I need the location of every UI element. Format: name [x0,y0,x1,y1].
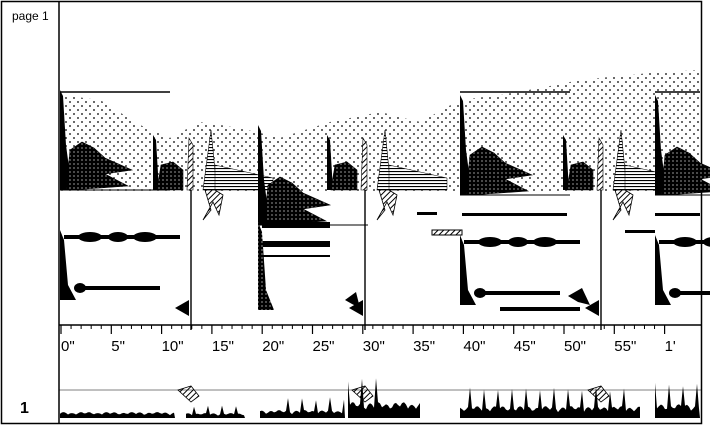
time-label: 30" [363,338,385,355]
time-label: 45" [514,338,536,355]
time-label: 20" [262,338,284,355]
time-label: 1' [665,338,676,355]
time-label: 0" [61,338,75,355]
waveform-segment [655,382,700,418]
waveform-segment [460,386,640,418]
graphic-score [59,70,710,403]
time-label: 10" [162,338,184,355]
waveform-segment [260,397,345,418]
timeline: 0" 5" 10" 15" 20" 25" 30" 35" 40" 45" 50" 55" 1' [60,325,676,355]
time-label: 50" [564,338,586,355]
waveform-segment [186,405,245,418]
waveform [60,378,700,418]
waveform-segment [348,378,420,418]
time-label: 5" [111,338,125,355]
system-number: 1 [20,400,29,417]
time-label: 15" [212,338,234,355]
time-label: 25" [313,338,335,355]
waveform-segment [60,412,175,418]
time-label: 35" [413,338,435,355]
time-label: 55" [614,338,636,355]
time-label: 40" [463,338,485,355]
page-label: page 1 [12,9,49,23]
